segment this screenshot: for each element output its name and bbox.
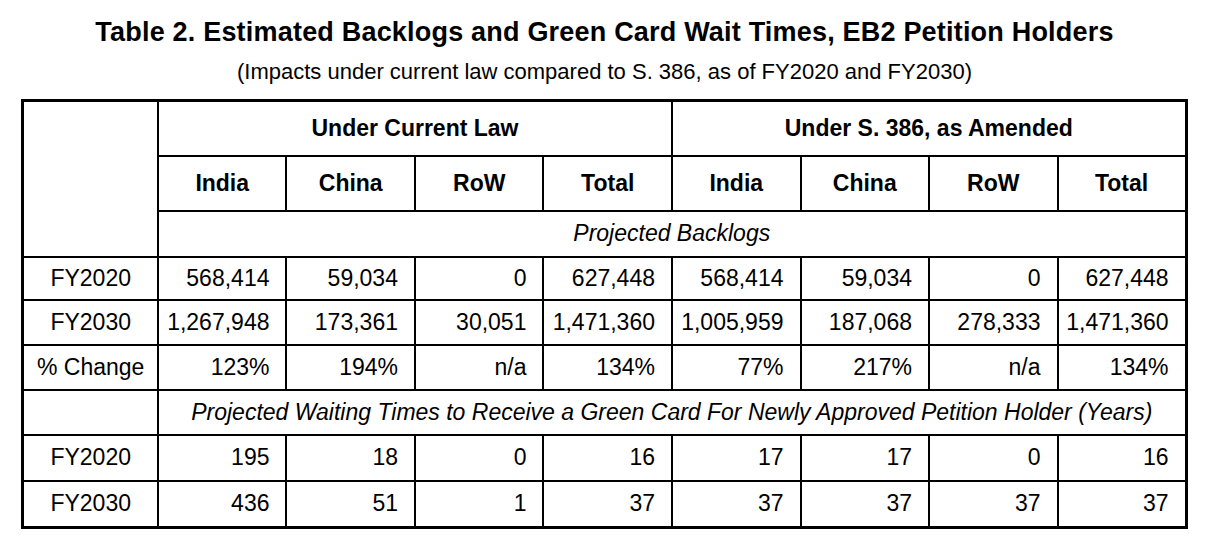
- group-header-current-law: Under Current Law: [158, 101, 672, 156]
- data-cell: 37: [801, 481, 930, 528]
- data-cell: 0: [929, 435, 1058, 481]
- group-header-s386: Under S. 386, as Amended: [672, 101, 1186, 156]
- col-header-row-s386: RoW: [929, 156, 1058, 211]
- data-cell: 568,414: [672, 257, 801, 300]
- page-subtitle: (Impacts under current law compared to S…: [0, 59, 1209, 85]
- data-cell: 77%: [672, 345, 801, 390]
- page-title: Table 2. Estimated Backlogs and Green Ca…: [0, 16, 1209, 50]
- data-cell: 1,005,959: [672, 300, 801, 345]
- blank-cell: [23, 390, 158, 435]
- data-cell: 37: [672, 481, 801, 528]
- data-cell: 16: [1058, 435, 1187, 481]
- data-cell: n/a: [415, 345, 544, 390]
- data-cell: 37: [1058, 481, 1187, 528]
- data-cell: 17: [672, 435, 801, 481]
- page: Table 2. Estimated Backlogs and Green Ca…: [0, 0, 1209, 544]
- data-cell: 134%: [1058, 345, 1187, 390]
- col-header-row-current: RoW: [415, 156, 544, 211]
- data-cell: 627,448: [543, 257, 672, 300]
- data-cell: 627,448: [1058, 257, 1187, 300]
- data-cell: 59,034: [801, 257, 930, 300]
- row-label-pct-change: % Change: [23, 345, 158, 390]
- col-header-china-s386: China: [801, 156, 930, 211]
- section-backlogs-row: Projected Backlogs: [23, 211, 1186, 257]
- row-label-fy2020: FY2020: [23, 435, 158, 481]
- table-row-backlog-fy2030: FY2030 1,267,948 173,361 30,051 1,471,36…: [23, 300, 1186, 345]
- data-cell: n/a: [929, 345, 1058, 390]
- data-cell: 187,068: [801, 300, 930, 345]
- table-row-wait-fy2030: FY2030 436 51 1 37 37 37 37 37: [23, 481, 1186, 528]
- data-cell: 16: [543, 435, 672, 481]
- row-label-fy2030: FY2030: [23, 481, 158, 528]
- data-cell: 1,267,948: [158, 300, 287, 345]
- data-cell: 278,333: [929, 300, 1058, 345]
- col-header-india-s386: India: [672, 156, 801, 211]
- data-cell: 59,034: [286, 257, 415, 300]
- group-header-row: Under Current Law Under S. 386, as Amend…: [23, 101, 1186, 156]
- col-header-total-s386: Total: [1058, 156, 1187, 211]
- section-waiting-times-row: Projected Waiting Times to Receive a Gre…: [23, 390, 1186, 435]
- row-label-fy2030: FY2030: [23, 300, 158, 345]
- data-cell: 123%: [158, 345, 287, 390]
- data-cell: 0: [415, 435, 544, 481]
- data-cell: 17: [801, 435, 930, 481]
- corner-cell: [23, 101, 158, 257]
- column-header-row: India China RoW Total India China RoW To…: [23, 156, 1186, 211]
- data-cell: 568,414: [158, 257, 287, 300]
- data-cell: 1,471,360: [1058, 300, 1187, 345]
- data-cell: 194%: [286, 345, 415, 390]
- col-header-india-current: India: [158, 156, 287, 211]
- section-header-waiting-times: Projected Waiting Times to Receive a Gre…: [158, 390, 1186, 435]
- data-cell: 217%: [801, 345, 930, 390]
- eb2-backlog-table: Under Current Law Under S. 386, as Amend…: [21, 99, 1187, 529]
- data-cell: 195: [158, 435, 287, 481]
- col-header-china-current: China: [286, 156, 415, 211]
- data-cell: 51: [286, 481, 415, 528]
- data-cell: 0: [929, 257, 1058, 300]
- data-cell: 37: [543, 481, 672, 528]
- row-label-fy2020: FY2020: [23, 257, 158, 300]
- data-cell: 0: [415, 257, 544, 300]
- table-row-backlog-fy2020: FY2020 568,414 59,034 0 627,448 568,414 …: [23, 257, 1186, 300]
- col-header-total-current: Total: [543, 156, 672, 211]
- data-cell: 1,471,360: [543, 300, 672, 345]
- data-cell: 134%: [543, 345, 672, 390]
- data-cell: 30,051: [415, 300, 544, 345]
- data-cell: 37: [929, 481, 1058, 528]
- data-cell: 436: [158, 481, 287, 528]
- section-header-backlogs: Projected Backlogs: [158, 211, 1186, 257]
- data-cell: 173,361: [286, 300, 415, 345]
- data-cell: 1: [415, 481, 544, 528]
- table-row-wait-fy2020: FY2020 195 18 0 16 17 17 0 16: [23, 435, 1186, 481]
- table-row-backlog-pct-change: % Change 123% 194% n/a 134% 77% 217% n/a…: [23, 345, 1186, 390]
- data-cell: 18: [286, 435, 415, 481]
